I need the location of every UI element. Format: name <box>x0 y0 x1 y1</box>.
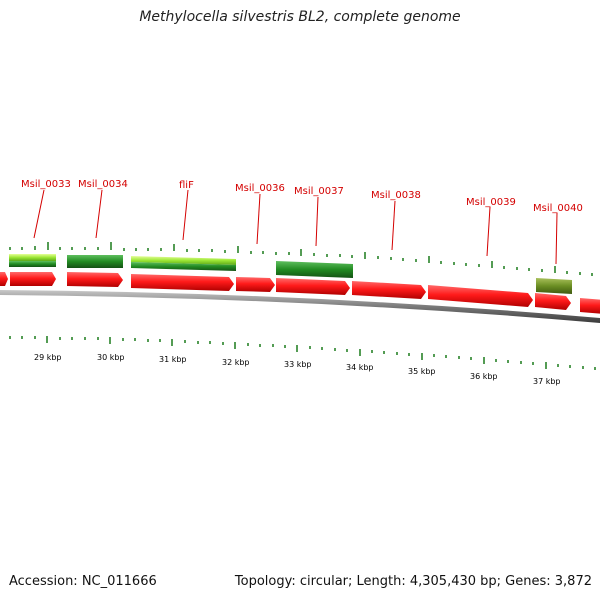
kbp-label: 31 kbp <box>159 355 187 364</box>
gene-label-msil-0034[interactable]: Msil_0034 <box>78 179 128 190</box>
genome-backbone <box>0 290 600 323</box>
kbp-label: 35 kbp <box>408 367 436 376</box>
kbp-scale-ticks <box>9 336 596 370</box>
cds-arrow[interactable] <box>428 285 533 307</box>
cds-arrow[interactable] <box>276 278 350 295</box>
gene-label-msil-0033[interactable]: Msil_0033 <box>21 179 71 190</box>
forward-strand-ticks <box>9 242 593 276</box>
gene-box-msil-0037[interactable] <box>276 261 353 278</box>
cds-arrow[interactable] <box>67 272 123 287</box>
accession-text: Accession: NC_011666 <box>9 574 157 589</box>
gene-label-msil-0039[interactable]: Msil_0039 <box>466 197 516 208</box>
kbp-label: 36 kbp <box>470 372 498 381</box>
forward-genes <box>9 254 572 294</box>
gene-box-flif-b <box>131 262 236 271</box>
cds-arrow[interactable] <box>10 272 56 286</box>
cds-arrow[interactable] <box>535 293 571 310</box>
genome-summary-text: Topology: circular; Length: 4,305,430 bp… <box>234 574 592 589</box>
cds-arrow[interactable] <box>580 298 600 314</box>
cds-arrow[interactable] <box>0 272 8 286</box>
gene-label-flif[interactable]: fliF <box>179 180 194 191</box>
cds-arrows <box>0 272 600 314</box>
gene-box-msil-0033-b <box>9 261 56 267</box>
cds-arrow[interactable] <box>131 274 234 291</box>
kbp-labels: 29 kbp 30 kbp 31 kbp 32 kbp 33 kbp 34 kb… <box>34 353 561 386</box>
gene-box-msil-0034[interactable] <box>67 255 123 268</box>
gene-label-msil-0038[interactable]: Msil_0038 <box>371 190 421 201</box>
gene-box-msil-0040[interactable] <box>536 278 572 294</box>
cds-arrow[interactable] <box>236 277 275 292</box>
kbp-label: 32 kbp <box>222 358 250 367</box>
label-leaders <box>33 189 558 265</box>
kbp-label: 30 kbp <box>97 353 125 362</box>
kbp-label: 29 kbp <box>34 353 62 362</box>
kbp-label: 37 kbp <box>533 377 561 386</box>
gene-labels: Msil_0033 Msil_0034 fliF Msil_0036 Msil_… <box>21 179 583 214</box>
gene-label-msil-0036[interactable]: Msil_0036 <box>235 183 285 194</box>
gene-label-msil-0037[interactable]: Msil_0037 <box>294 186 344 197</box>
gene-label-msil-0040[interactable]: Msil_0040 <box>533 203 583 214</box>
kbp-label: 34 kbp <box>346 363 374 372</box>
cds-arrow[interactable] <box>352 281 426 299</box>
gene-box-msil-0033[interactable] <box>9 254 56 261</box>
kbp-label: 33 kbp <box>284 360 312 369</box>
map-title: Methylocella silvestris BL2, complete ge… <box>139 9 461 25</box>
